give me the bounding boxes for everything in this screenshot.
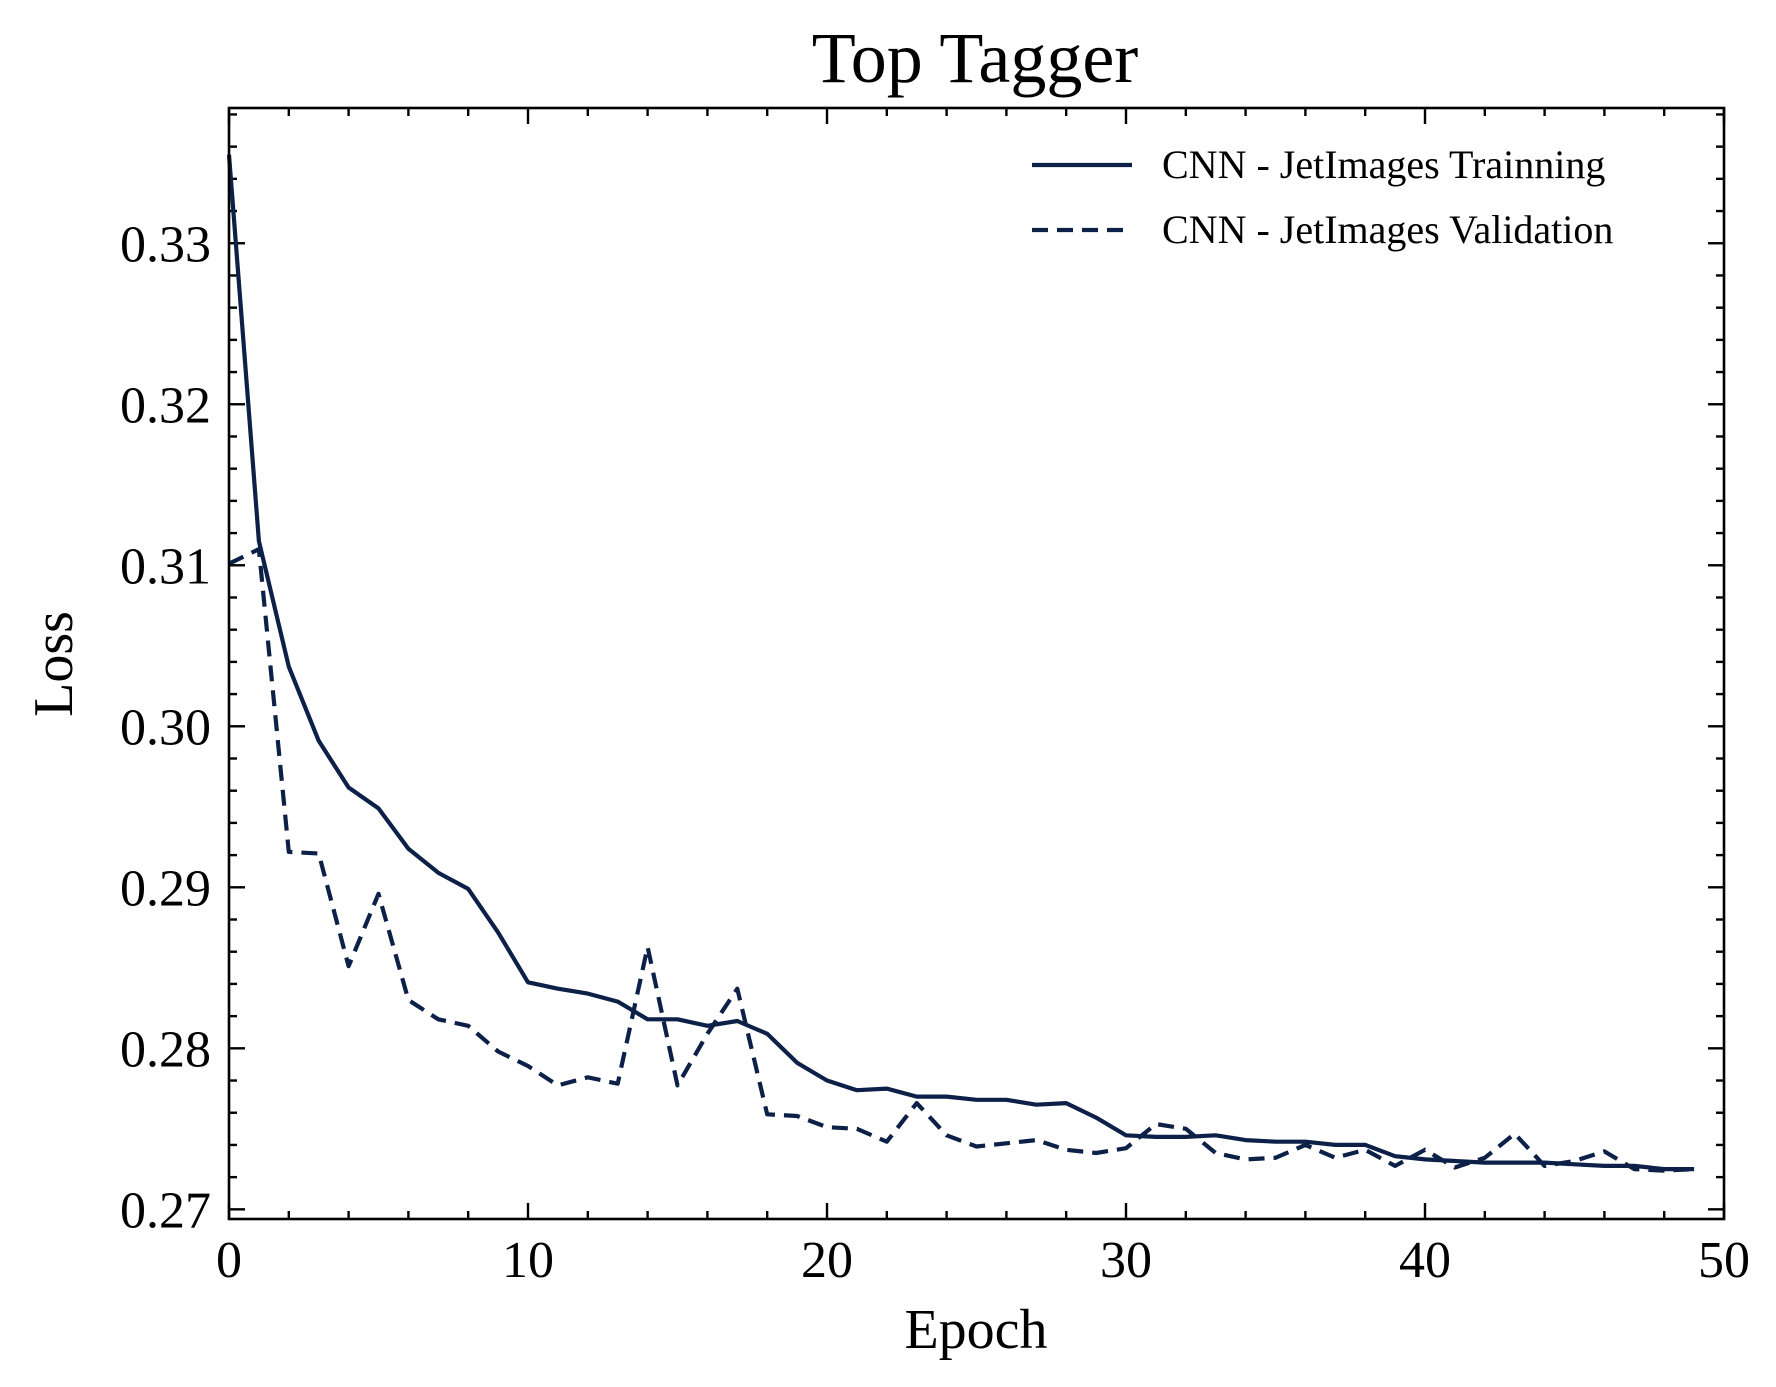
axis-ticks — [227, 108, 1726, 1219]
x-tick-label: 50 — [1698, 1232, 1750, 1289]
y-tick-label: 0.28 — [120, 1021, 211, 1078]
plot-frame — [227, 106, 1726, 1221]
x-tick-label: 30 — [1100, 1232, 1152, 1289]
x-tick-label: 20 — [801, 1232, 853, 1289]
series-layer — [226, 154, 1695, 1173]
axis-tick-labels: 0 10 20 30 40 50 0.27 0.28 0.29 0.30 0.31 0.32 0.33 — [120, 216, 1750, 1289]
legend-label-validation: CNN - JetImages Validation — [1162, 207, 1613, 252]
series-line-validation — [228, 547, 1695, 1173]
x-tick-label: 0 — [216, 1232, 242, 1289]
series-line-training — [226, 154, 1695, 1172]
x-axis-label: Epoch — [904, 1299, 1047, 1361]
x-tick-label: 40 — [1399, 1232, 1451, 1289]
legend-label-training: CNN - JetImages Trainning — [1162, 142, 1605, 187]
y-tick-label: 0.33 — [120, 216, 211, 273]
y-tick-label: 0.29 — [120, 860, 211, 917]
y-axis-label: Loss — [23, 611, 85, 717]
y-tick-label: 0.30 — [120, 699, 211, 756]
y-tick-label: 0.32 — [120, 377, 211, 434]
y-tick-label: 0.31 — [120, 538, 211, 595]
x-tick-label: 10 — [502, 1232, 554, 1289]
chart-title: Top Tagger — [812, 18, 1139, 98]
legend: CNN - JetImages Trainning CNN - JetImage… — [1032, 142, 1613, 252]
y-tick-label: 0.27 — [120, 1182, 211, 1239]
